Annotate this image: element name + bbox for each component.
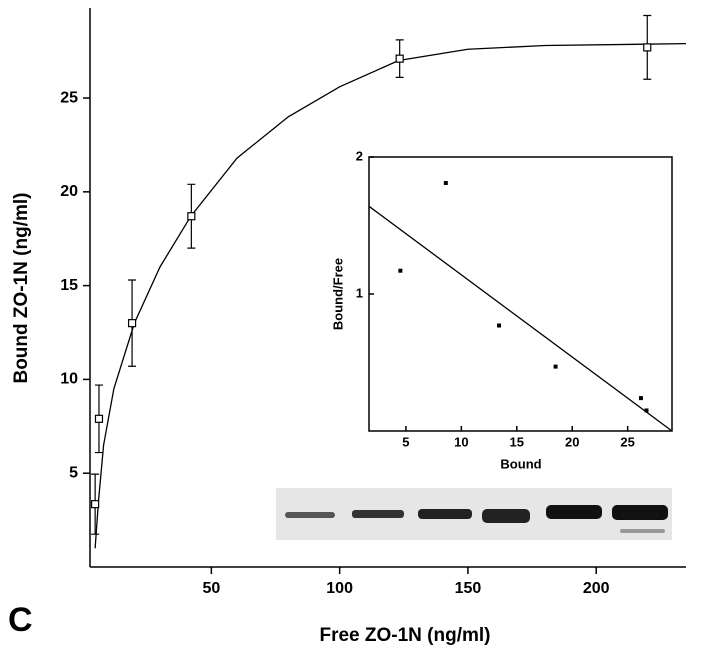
- x-tick-label: 15: [510, 434, 524, 449]
- marker: [553, 364, 558, 369]
- marker: [644, 408, 649, 413]
- x-tick-label: 5: [402, 434, 409, 449]
- y-tick-label: 10: [60, 371, 78, 388]
- marker: [497, 323, 502, 328]
- plot-frame: [368, 156, 673, 432]
- y-tick-label: 15: [60, 277, 78, 294]
- x-tick-label: 50: [202, 580, 220, 597]
- fit-line: [94, 42, 687, 549]
- marker: [94, 414, 104, 423]
- marker: [187, 212, 196, 221]
- x-tick-label: 25: [620, 434, 634, 449]
- x-tick-label: 20: [565, 434, 579, 449]
- y-axis-label: Bound/Free: [330, 258, 345, 330]
- y-tick-label: 25: [60, 89, 78, 106]
- x-axis-label: Free ZO-1N (ng/ml): [319, 625, 490, 646]
- gel-image: [276, 488, 672, 540]
- marker: [127, 319, 137, 328]
- x-tick-label: 150: [455, 580, 482, 597]
- x-tick-label: 200: [583, 580, 610, 597]
- y-tick-label: 5: [69, 464, 78, 481]
- marker: [643, 43, 652, 52]
- y-tick-label: 2: [356, 148, 363, 163]
- marker: [443, 181, 448, 186]
- marker: [638, 396, 643, 401]
- marker: [395, 54, 404, 63]
- x-axis-label: Bound: [500, 456, 541, 471]
- marker: [91, 500, 100, 509]
- x-tick-label: 10: [454, 434, 468, 449]
- y-tick-label: 1: [356, 285, 363, 300]
- x-tick-label: 100: [326, 580, 353, 597]
- y-tick-label: 20: [60, 183, 78, 200]
- marker: [398, 268, 403, 273]
- y-axis-label: Bound ZO-1N (ng/ml): [11, 192, 32, 383]
- panel-label: C: [8, 601, 33, 639]
- fit-line: [368, 205, 673, 432]
